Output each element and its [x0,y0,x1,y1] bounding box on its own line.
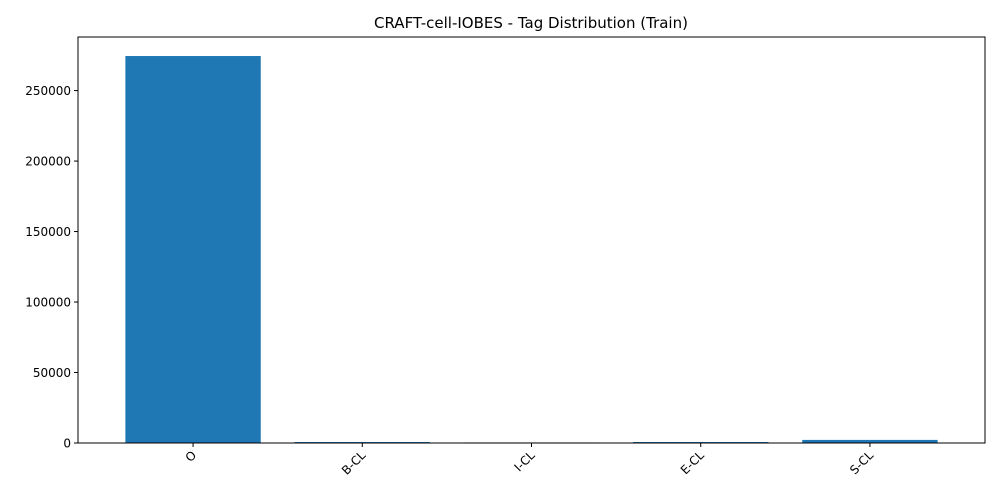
bar-s-cl [802,439,938,443]
y-tick-label: 200000 [25,155,71,169]
y-axis: 0 50000 100000 150000 200000 250000 [25,84,78,451]
bars-layer [125,56,938,443]
y-tick-label: 250000 [25,84,71,98]
x-tick-label: S-CL [847,448,876,477]
bar-o [125,56,261,443]
x-tick-label: O [183,448,200,465]
y-tick-label: 50000 [33,366,71,380]
y-tick-label: 0 [63,437,71,451]
chart-title: CRAFT-cell-IOBES - Tag Distribution (Tra… [374,14,688,32]
x-tick-label: B-CL [339,448,369,478]
x-tick-label: E-CL [678,448,707,477]
y-tick-label: 150000 [25,225,71,239]
x-axis: O B-CL I-CL E-CL S-CL [183,443,876,478]
x-tick-label: I-CL [512,448,538,474]
y-tick-label: 100000 [25,296,71,310]
plot-frame [77,36,986,444]
